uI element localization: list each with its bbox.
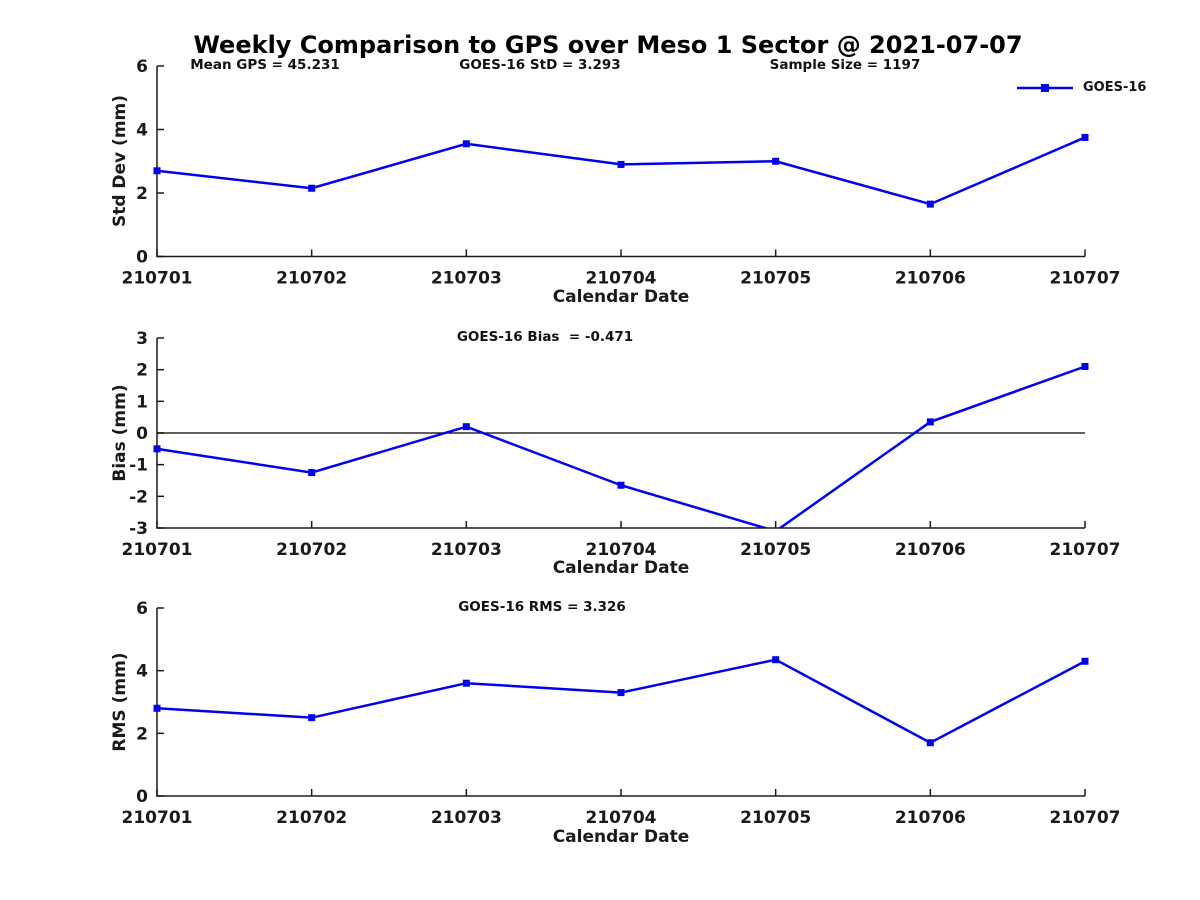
- goes-16-line: [157, 658, 1086, 745]
- x-tick-label: 210701: [122, 808, 193, 828]
- y-tick-label: 0: [136, 424, 148, 444]
- goes-16-marker: [308, 469, 316, 477]
- x-tick-label: 210706: [895, 808, 966, 828]
- goes-16-marker: [772, 157, 780, 165]
- goes-16-marker: [1081, 657, 1089, 665]
- y-tick-label: -3: [129, 519, 148, 539]
- goes-16-marker: [926, 739, 934, 747]
- goes-16-line: [157, 136, 1086, 206]
- y-tick-label: 6: [136, 599, 148, 619]
- x-tick-label: 210702: [276, 269, 347, 289]
- legend-marker-icon: [1041, 83, 1049, 92]
- x-tick-label: 210707: [1050, 540, 1121, 560]
- y-tick-label: -2: [129, 487, 148, 507]
- x-tick-label: 210703: [431, 269, 502, 289]
- legend-label: GOES-16: [1083, 80, 1147, 95]
- x-tick-label: 210706: [895, 269, 966, 289]
- y-tick-label: 4: [136, 662, 148, 682]
- goes-16-marker: [462, 140, 470, 148]
- axis-frame: [156, 608, 1085, 797]
- goes16-rms-annotation: GOES-16 RMS = 3.326: [458, 599, 626, 615]
- calendar-date-x-axis-label-2: Calendar Date: [552, 558, 690, 578]
- x-tick-label: 210707: [1050, 269, 1121, 289]
- x-tick-label: 210706: [895, 540, 966, 560]
- goes-16-marker: [462, 423, 470, 431]
- goes-16-marker: [617, 481, 625, 489]
- goes-16-marker: [1081, 133, 1089, 141]
- x-tick-label: 210703: [431, 808, 502, 828]
- x-tick-label: 210703: [431, 540, 502, 560]
- goes-16-marker: [462, 679, 470, 687]
- x-tick-label: 210704: [586, 269, 657, 289]
- legend-line-sample: [1017, 83, 1073, 92]
- goes-16-line: [157, 365, 1086, 528]
- goes-16-marker: [153, 704, 161, 712]
- x-tick-label: 210701: [122, 269, 193, 289]
- x-tick-label: 210702: [276, 808, 347, 828]
- y-tick-label: 0: [136, 248, 148, 268]
- x-tick-label: 210704: [586, 540, 657, 560]
- x-tick-label: 210705: [740, 808, 811, 828]
- y-tick-label: 3: [136, 329, 148, 349]
- calendar-date-x-axis-label-1: Calendar Date: [552, 287, 690, 307]
- legend: GOES-16: [1016, 80, 1146, 95]
- goes-16-marker: [617, 160, 625, 168]
- y-tick-label: 1: [136, 392, 148, 412]
- goes16-std-annotation: GOES-16 StD = 3.293: [459, 57, 621, 73]
- x-tick-label: 210702: [276, 540, 347, 560]
- x-tick-label: 210701: [122, 540, 193, 560]
- goes16-bias-annotation: GOES-16 Bias = -0.471: [456, 329, 634, 345]
- x-tick-label: 210707: [1050, 808, 1121, 828]
- y-tick-label: 6: [136, 57, 148, 77]
- goes-16-marker: [617, 689, 625, 697]
- y-tick-label: 4: [136, 121, 148, 141]
- sample-size-annotation: Sample Size = 1197: [769, 57, 921, 73]
- y-tick-label: 0: [136, 787, 148, 807]
- chart-2: 0 2 4 6 210701 210702 210703 210704 210705 210706…: [122, 599, 1121, 828]
- mean-gps-annotation: Mean GPS = 45.231: [190, 57, 340, 73]
- y-tick-label: 2: [136, 361, 148, 381]
- goes-16-marker: [308, 184, 316, 192]
- x-tick-label: 210705: [740, 540, 811, 560]
- goes-16-marker: [153, 167, 161, 175]
- chart-0: 0 2 4 6 210701 210702 210703 210704 210705 210706…: [122, 57, 1121, 289]
- x-tick-label: 210705: [740, 269, 811, 289]
- goes-16-marker: [772, 656, 780, 664]
- calendar-date-x-axis-label-3: Calendar Date: [552, 827, 690, 847]
- y-tick-label: 2: [136, 184, 148, 204]
- goes-16-marker: [308, 714, 316, 722]
- x-tick-label: 210704: [586, 808, 657, 828]
- goes-16-marker: [926, 200, 934, 208]
- y-tick-label: 2: [136, 724, 148, 744]
- goes-16-marker: [1081, 363, 1089, 370]
- figure-title: Weekly Comparison to GPS over Meso 1 Sec…: [193, 31, 1023, 59]
- chart-1: -3 -2 -1 0 1 2 3 210701 210702 210703 210704 210705…: [122, 329, 1121, 560]
- y-tick-label: -1: [129, 456, 148, 476]
- goes-16-marker: [153, 445, 161, 453]
- goes-16-marker: [926, 418, 934, 426]
